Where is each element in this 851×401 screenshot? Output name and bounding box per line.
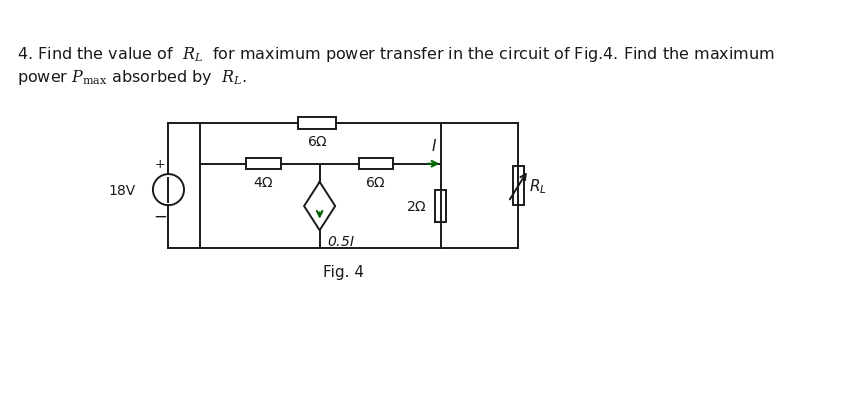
Text: Fig. 4: Fig. 4	[323, 264, 364, 279]
Text: $6\Omega$: $6\Omega$	[306, 135, 328, 149]
Text: $6\Omega$: $6\Omega$	[365, 176, 386, 190]
Text: +: +	[155, 157, 165, 170]
Text: power $P_{\rm max}$ absorbed by  $R_L$.: power $P_{\rm max}$ absorbed by $R_L$.	[17, 68, 247, 87]
Bar	[298, 118, 336, 130]
Text: $I$: $I$	[431, 138, 437, 154]
Bar	[358, 159, 393, 170]
Bar	[246, 159, 281, 170]
Text: 18V: 18V	[108, 183, 135, 197]
Text: 4. Find the value of  $R_L$  for maximum power transfer in the circuit of Fig.4.: 4. Find the value of $R_L$ for maximum p…	[17, 45, 775, 64]
Text: $R_L$: $R_L$	[529, 177, 547, 196]
Text: −: −	[153, 207, 167, 225]
Text: 0.5$I$: 0.5$I$	[327, 234, 354, 248]
Bar	[512, 167, 524, 206]
Text: $4\Omega$: $4\Omega$	[253, 176, 274, 190]
Text: $2\Omega$: $2\Omega$	[406, 200, 426, 213]
Bar	[435, 191, 446, 222]
